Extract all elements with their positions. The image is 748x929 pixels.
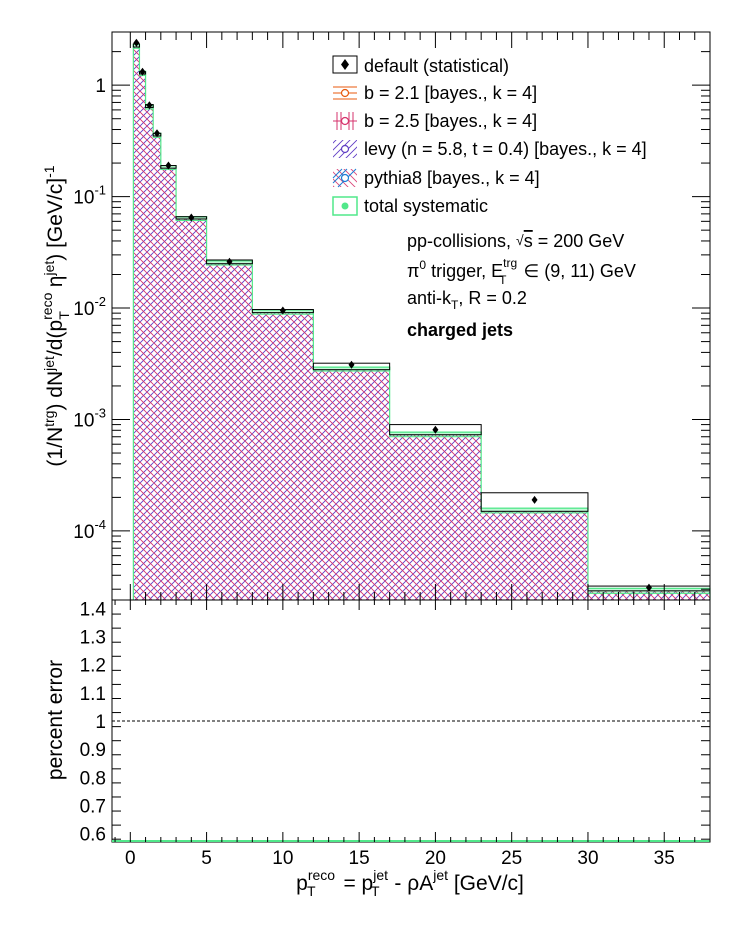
default-histogram-bin bbox=[480, 492, 589, 512]
legend-entry-total-systematic: total systematic bbox=[332, 196, 488, 216]
x-axis-title: preco T = pjet T - ρAjet [GeV/c] bbox=[296, 867, 524, 899]
legend-label: levy (n = 5.8, t = 0.4) [bayes., k = 4] bbox=[364, 139, 647, 159]
bottom-panel-x-tick-label: 10 bbox=[272, 848, 293, 869]
bottom-panel-x-tick-label: 30 bbox=[577, 848, 598, 869]
legend-entry-pythia8: pythia8 [bayes., k = 4] bbox=[332, 168, 540, 188]
legend-label: b = 2.1 [bayes., k = 4] bbox=[364, 83, 537, 103]
legend-label: b = 2.5 [bayes., k = 4] bbox=[364, 111, 537, 131]
open-circle-marker-icon bbox=[340, 88, 350, 98]
legend-entry-levy: levy (n = 5.8, t = 0.4) [bayes., k = 4] bbox=[333, 139, 647, 159]
legend-label: pythia8 [bayes., k = 4] bbox=[364, 168, 540, 188]
unfolded-bin-hatch-b bbox=[252, 312, 314, 600]
filled-circle-marker-icon bbox=[341, 202, 349, 210]
bottom-panel-x-tick-label: 15 bbox=[349, 848, 370, 869]
y-axis-title-bottom: percent error bbox=[44, 660, 67, 780]
top-panel-y-tick-label: 10-2 bbox=[73, 294, 106, 320]
unfolded-bin-hatch-b bbox=[153, 135, 161, 601]
top-panel-y-ticks: 1 10-1 10-2 10-3 10-4 bbox=[73, 31, 710, 590]
legend-entry-default: default (statistical) bbox=[332, 55, 509, 76]
unfolded-bin-hatch-b bbox=[313, 369, 390, 600]
systematic-band-bin bbox=[480, 507, 589, 514]
data-point bbox=[188, 213, 195, 222]
open-circle-marker-icon bbox=[340, 173, 350, 183]
bottom-panel-x-tick-label: 25 bbox=[501, 848, 522, 869]
bottom-panel-y-tick-label: 1 bbox=[95, 712, 106, 733]
data-point bbox=[531, 495, 538, 504]
data-point bbox=[432, 425, 439, 434]
bottom-panel-y-tick-label: 1.1 bbox=[80, 684, 106, 705]
legend-label: default (statistical) bbox=[364, 56, 509, 76]
unfolded-bin-hatch-b bbox=[389, 434, 482, 600]
data-point bbox=[645, 583, 652, 592]
percent-error-panel: 0 5 10 15 20 25 30 35 0.6 0.7 0.8 0.9 1 1.1 1.2 1.3 1.4 bbox=[80, 599, 711, 869]
data-point bbox=[139, 67, 146, 76]
unfolded-bin-hatch-b bbox=[481, 511, 588, 600]
unfolded-bin-hatch-b bbox=[160, 168, 177, 600]
legend-label: total systematic bbox=[364, 196, 488, 216]
top-panel-x-ticks bbox=[129, 32, 711, 600]
data-point bbox=[348, 360, 355, 369]
top-panel-y-tick-label: 10-3 bbox=[73, 405, 106, 431]
annotation-collisions: pp-collisions, √s = 200 GeV bbox=[407, 231, 624, 251]
default-histogram-bin bbox=[389, 424, 482, 436]
bottom-panel-x-ticks: 0 5 10 15 20 25 30 35 bbox=[114, 600, 711, 869]
bottom-panel-x-tick-label: 0 bbox=[125, 848, 136, 869]
bottom-panel-y-tick-label: 1.2 bbox=[80, 656, 106, 677]
bottom-panel-x-tick-label: 35 bbox=[654, 848, 675, 869]
unfolded-variations-hatch bbox=[133, 47, 710, 601]
data-point bbox=[146, 101, 153, 110]
open-circle-marker-icon bbox=[340, 116, 350, 126]
bottom-panel-y-tick-label: 1.3 bbox=[80, 628, 106, 649]
annotation-charged-jets: charged jets bbox=[407, 320, 513, 340]
unfolded-bin-hatch-b bbox=[139, 73, 146, 601]
bottom-panel-x-tick-label: 20 bbox=[425, 848, 446, 869]
unfolded-bin-hatch-b bbox=[176, 218, 207, 601]
unfolded-bin-hatch-b bbox=[206, 263, 253, 600]
data-point bbox=[154, 129, 161, 138]
top-panel-y-tick-label: 10-4 bbox=[73, 517, 106, 543]
legend-entry-b25: b = 2.5 [bayes., k = 4] bbox=[333, 111, 537, 131]
bottom-panel-y-tick-label: 0.6 bbox=[80, 825, 106, 846]
data-point bbox=[133, 38, 140, 47]
bottom-panel-y-ticks: 0.6 0.7 0.8 0.9 1 1.1 1.2 1.3 1.4 bbox=[80, 599, 710, 846]
legend-entry-b21: b = 2.1 [bayes., k = 4] bbox=[333, 83, 537, 103]
data-point bbox=[226, 257, 233, 266]
top-panel-y-tick-label: 10-1 bbox=[73, 183, 106, 209]
open-circle-marker-icon bbox=[340, 144, 350, 154]
bottom-panel-x-tick-label: 5 bbox=[201, 848, 212, 869]
bottom-panel-y-tick-label: 0.7 bbox=[80, 796, 106, 817]
bottom-panel-y-tick-label: 0.9 bbox=[80, 740, 106, 761]
top-panel-y-tick-label: 1 bbox=[95, 76, 106, 97]
unfolded-bin-hatch-b bbox=[133, 47, 140, 601]
data-point bbox=[165, 161, 172, 170]
bottom-panel-y-tick-label: 0.8 bbox=[80, 768, 106, 789]
legend: default (statistical) b = 2.1 [bayes., k… bbox=[332, 55, 647, 216]
unfolded-bin-hatch-b bbox=[145, 107, 154, 601]
y-axis-title-top: (1/Ntrg) dNjet/d(precoT ηjet) [GeV/c]-1 bbox=[39, 165, 72, 466]
diamond-marker-icon bbox=[341, 59, 349, 70]
bottom-panel-y-tick-label: 1.4 bbox=[80, 599, 107, 620]
data-point bbox=[279, 306, 286, 315]
spectrum-panel: 1 10-1 10-2 10-3 10-4 bbox=[73, 31, 711, 601]
default-data-points bbox=[133, 38, 652, 592]
